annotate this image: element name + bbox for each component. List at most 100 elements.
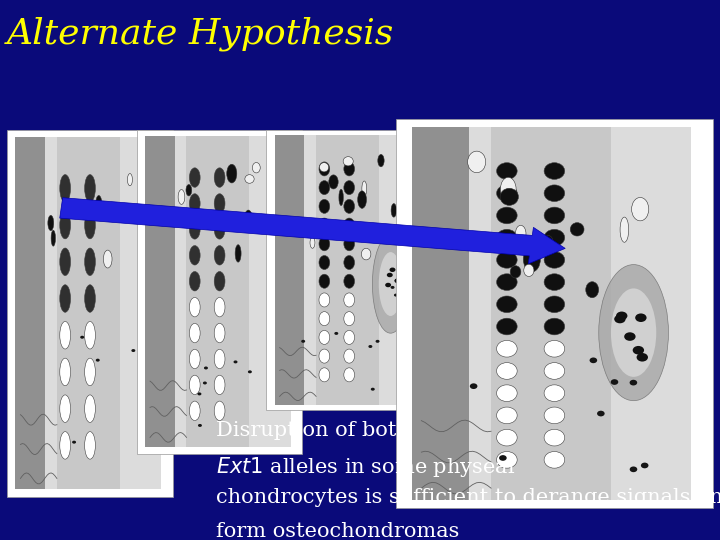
Ellipse shape (319, 368, 330, 382)
Bar (7, 130, 173, 497)
Ellipse shape (544, 274, 564, 291)
Ellipse shape (516, 225, 526, 242)
Ellipse shape (319, 180, 330, 194)
Ellipse shape (500, 188, 518, 205)
Ellipse shape (544, 252, 564, 268)
Ellipse shape (245, 174, 254, 183)
Bar (396, 119, 713, 508)
Ellipse shape (344, 180, 354, 194)
Ellipse shape (51, 230, 55, 246)
Ellipse shape (71, 200, 78, 212)
Ellipse shape (497, 363, 517, 379)
Ellipse shape (320, 163, 329, 172)
Circle shape (616, 312, 627, 320)
Circle shape (198, 424, 202, 427)
FancyBboxPatch shape (145, 136, 175, 447)
Circle shape (470, 383, 477, 389)
Ellipse shape (344, 237, 354, 251)
Circle shape (197, 393, 202, 395)
Bar (145, 136, 291, 447)
Ellipse shape (544, 363, 564, 379)
Ellipse shape (523, 264, 534, 276)
Text: $\mathit{Ext1}$ alleles in some physeal: $\mathit{Ext1}$ alleles in some physeal (216, 455, 516, 478)
Ellipse shape (319, 237, 330, 251)
Ellipse shape (60, 285, 71, 312)
Circle shape (636, 353, 648, 362)
Ellipse shape (544, 207, 564, 224)
Ellipse shape (344, 349, 354, 363)
Ellipse shape (544, 340, 564, 357)
Circle shape (301, 340, 305, 343)
Ellipse shape (60, 211, 71, 239)
Ellipse shape (60, 431, 71, 459)
Ellipse shape (319, 274, 330, 288)
Circle shape (387, 273, 392, 277)
Ellipse shape (497, 385, 517, 402)
Circle shape (233, 360, 238, 363)
Ellipse shape (372, 235, 409, 333)
Ellipse shape (361, 248, 371, 260)
Circle shape (635, 313, 647, 322)
FancyArrow shape (60, 198, 565, 264)
Circle shape (390, 267, 395, 272)
Ellipse shape (60, 395, 71, 422)
Ellipse shape (235, 245, 241, 262)
Circle shape (390, 286, 395, 289)
Circle shape (590, 357, 597, 363)
Ellipse shape (344, 255, 354, 269)
Ellipse shape (329, 175, 338, 189)
Circle shape (334, 332, 338, 335)
Ellipse shape (85, 321, 95, 349)
Ellipse shape (189, 298, 200, 317)
Ellipse shape (189, 349, 200, 369)
Bar (316, 135, 379, 405)
Bar (491, 126, 611, 500)
Text: Disruption of both: Disruption of both (216, 421, 410, 440)
Ellipse shape (253, 163, 260, 173)
Bar (275, 135, 420, 405)
Ellipse shape (189, 168, 200, 187)
Ellipse shape (178, 190, 185, 204)
Circle shape (248, 370, 252, 373)
Ellipse shape (104, 250, 112, 268)
Circle shape (395, 279, 400, 283)
Ellipse shape (215, 194, 225, 213)
Ellipse shape (358, 191, 366, 208)
Ellipse shape (215, 220, 225, 239)
Ellipse shape (344, 293, 354, 307)
Text: chondrocytes is sufficient to derange signals and: chondrocytes is sufficient to derange si… (216, 488, 720, 507)
Ellipse shape (510, 266, 521, 278)
Ellipse shape (215, 298, 225, 317)
Ellipse shape (215, 349, 225, 369)
Ellipse shape (186, 185, 192, 196)
Ellipse shape (85, 285, 95, 312)
Ellipse shape (544, 230, 564, 246)
Ellipse shape (189, 220, 200, 239)
Ellipse shape (215, 375, 225, 395)
Ellipse shape (189, 375, 200, 395)
Ellipse shape (611, 288, 656, 377)
Circle shape (629, 380, 637, 386)
Circle shape (139, 375, 143, 377)
Circle shape (385, 283, 391, 287)
Ellipse shape (544, 296, 564, 313)
Circle shape (630, 467, 637, 472)
Ellipse shape (189, 401, 200, 421)
Ellipse shape (344, 218, 354, 232)
Ellipse shape (96, 195, 102, 212)
Circle shape (499, 455, 507, 461)
Ellipse shape (497, 230, 517, 246)
Ellipse shape (570, 222, 584, 236)
Ellipse shape (189, 323, 200, 343)
Bar (57, 137, 120, 489)
Ellipse shape (599, 265, 668, 401)
Circle shape (203, 381, 207, 384)
Ellipse shape (85, 395, 95, 422)
Ellipse shape (319, 293, 330, 307)
Ellipse shape (500, 177, 516, 201)
Ellipse shape (544, 235, 554, 253)
Circle shape (72, 441, 76, 444)
Ellipse shape (319, 349, 330, 363)
Circle shape (633, 346, 644, 354)
Ellipse shape (339, 190, 343, 206)
